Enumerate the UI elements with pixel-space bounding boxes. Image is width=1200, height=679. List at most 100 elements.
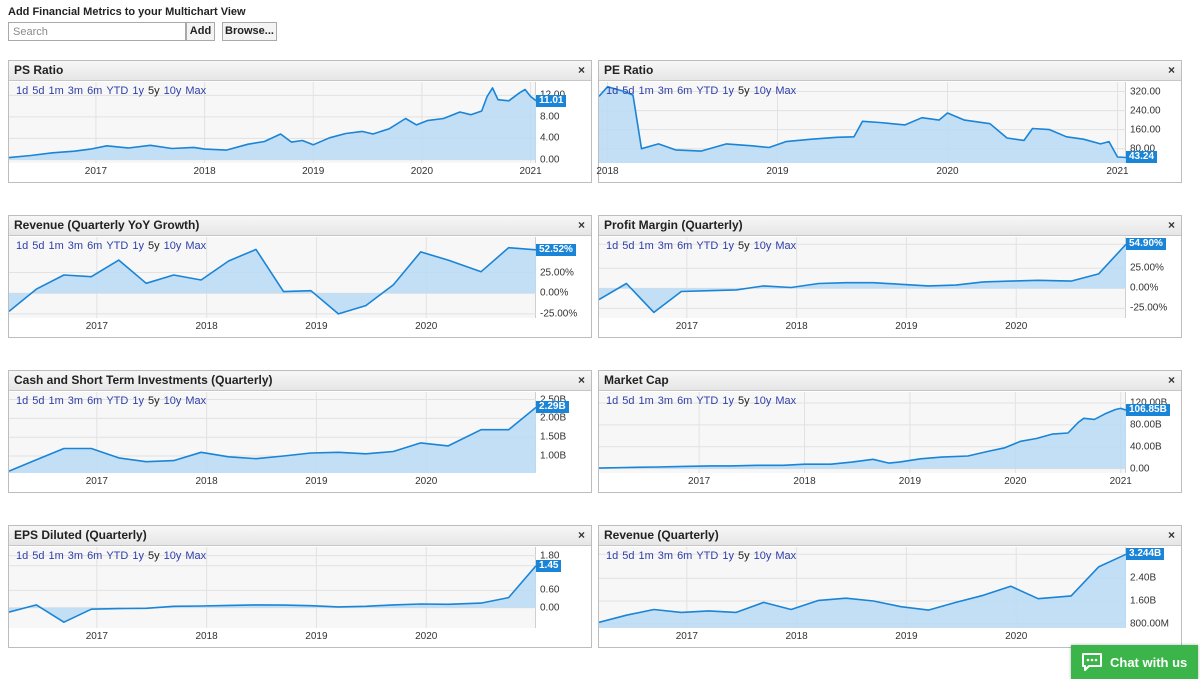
range-1m[interactable]: 1m — [638, 395, 654, 407]
range-1d[interactable]: 1d — [606, 395, 619, 407]
search-input[interactable] — [8, 22, 186, 41]
range-6m[interactable]: 6m — [677, 550, 693, 562]
range-6m[interactable]: 6m — [677, 240, 693, 252]
range-1m[interactable]: 1m — [48, 550, 64, 562]
range-ytd[interactable]: YTD — [696, 395, 719, 407]
range-6m[interactable]: 6m — [87, 550, 103, 562]
range-6m[interactable]: 6m — [677, 85, 693, 97]
data-point — [173, 606, 174, 607]
range-1y[interactable]: 1y — [722, 395, 734, 407]
range-5d[interactable]: 5d — [622, 395, 635, 407]
range-max[interactable]: Max — [775, 395, 797, 407]
range-1y[interactable]: 1y — [132, 550, 144, 562]
range-10y[interactable]: 10y — [163, 550, 182, 562]
range-6m[interactable]: 6m — [677, 395, 693, 407]
range-10y[interactable]: 10y — [163, 395, 182, 407]
x-axis: 2017 2018 2019 2020 2021 — [9, 166, 542, 180]
range-3m[interactable]: 3m — [67, 85, 84, 97]
range-ytd[interactable]: YTD — [106, 550, 129, 562]
range-5d[interactable]: 5d — [32, 550, 45, 562]
close-icon[interactable]: × — [577, 373, 585, 387]
range-max[interactable]: Max — [185, 85, 207, 97]
range-1m[interactable]: 1m — [48, 240, 64, 252]
range-3m[interactable]: 3m — [657, 85, 674, 97]
range-1y[interactable]: 1y — [722, 550, 734, 562]
range-10y[interactable]: 10y — [163, 240, 182, 252]
y-axis: 120.00B 80.00B 40.00B 0.00 — [1130, 392, 1181, 474]
range-1d[interactable]: 1d — [16, 550, 29, 562]
data-point — [681, 612, 682, 613]
range-1d[interactable]: 1d — [16, 85, 29, 97]
range-3m[interactable]: 3m — [67, 395, 84, 407]
range-max[interactable]: Max — [775, 240, 797, 252]
close-icon[interactable]: × — [1167, 63, 1175, 77]
range-5d[interactable]: 5d — [622, 85, 635, 97]
range-1m[interactable]: 1m — [48, 395, 64, 407]
range-ytd[interactable]: YTD — [696, 550, 719, 562]
range-1y[interactable]: 1y — [132, 85, 144, 97]
range-ytd[interactable]: YTD — [106, 395, 129, 407]
range-5d[interactable]: 5d — [32, 85, 45, 97]
range-5y[interactable]: 5y — [147, 240, 160, 252]
range-5d[interactable]: 5d — [32, 240, 45, 252]
range-6m[interactable]: 6m — [87, 85, 103, 97]
range-ytd[interactable]: YTD — [696, 85, 719, 97]
range-1y[interactable]: 1y — [132, 240, 144, 252]
range-1m[interactable]: 1m — [638, 85, 654, 97]
browse-button[interactable]: Browse... — [222, 22, 277, 41]
range-1y[interactable]: 1y — [722, 240, 734, 252]
range-max[interactable]: Max — [185, 550, 207, 562]
close-icon[interactable]: × — [577, 63, 585, 77]
range-5y[interactable]: 5y — [147, 395, 160, 407]
range-ytd[interactable]: YTD — [696, 240, 719, 252]
range-10y[interactable]: 10y — [753, 550, 772, 562]
range-5d[interactable]: 5d — [622, 550, 635, 562]
range-1d[interactable]: 1d — [606, 85, 619, 97]
range-1d[interactable]: 1d — [16, 240, 29, 252]
range-5d[interactable]: 5d — [32, 395, 45, 407]
range-5y[interactable]: 5y — [737, 550, 750, 562]
range-5y[interactable]: 5y — [737, 395, 750, 407]
chart-svg — [9, 237, 536, 318]
range-max[interactable]: Max — [775, 550, 797, 562]
range-3m[interactable]: 3m — [67, 550, 84, 562]
range-1d[interactable]: 1d — [606, 550, 619, 562]
range-5y[interactable]: 5y — [737, 240, 750, 252]
range-5y[interactable]: 5y — [147, 85, 160, 97]
close-icon[interactable]: × — [1167, 218, 1175, 232]
range-5y[interactable]: 5y — [737, 85, 750, 97]
range-6m[interactable]: 6m — [87, 240, 103, 252]
range-1m[interactable]: 1m — [638, 550, 654, 562]
range-10y[interactable]: 10y — [753, 395, 772, 407]
data-point — [1038, 598, 1039, 599]
range-1y[interactable]: 1y — [132, 395, 144, 407]
range-ytd[interactable]: YTD — [106, 85, 129, 97]
range-10y[interactable]: 10y — [753, 240, 772, 252]
range-max[interactable]: Max — [185, 240, 207, 252]
range-1y[interactable]: 1y — [722, 85, 734, 97]
range-3m[interactable]: 3m — [657, 240, 674, 252]
range-1m[interactable]: 1m — [638, 240, 654, 252]
close-icon[interactable]: × — [577, 218, 585, 232]
close-icon[interactable]: × — [1167, 528, 1175, 542]
range-10y[interactable]: 10y — [163, 85, 182, 97]
range-max[interactable]: Max — [185, 395, 207, 407]
range-6m[interactable]: 6m — [87, 395, 103, 407]
range-3m[interactable]: 3m — [657, 550, 674, 562]
current-value-badge: 3.244B — [1126, 548, 1165, 561]
range-ytd[interactable]: YTD — [106, 240, 129, 252]
range-5y[interactable]: 5y — [147, 550, 160, 562]
close-icon[interactable]: × — [577, 528, 585, 542]
range-1m[interactable]: 1m — [48, 85, 64, 97]
range-1d[interactable]: 1d — [606, 240, 619, 252]
range-3m[interactable]: 3m — [67, 240, 84, 252]
chat-with-us-button[interactable]: Chat with us — [1071, 645, 1198, 679]
range-10y[interactable]: 10y — [753, 85, 772, 97]
x-tick-label: 2017 — [85, 321, 108, 332]
add-button[interactable]: Add — [186, 22, 215, 41]
range-5d[interactable]: 5d — [622, 240, 635, 252]
range-3m[interactable]: 3m — [657, 395, 674, 407]
range-max[interactable]: Max — [775, 85, 797, 97]
close-icon[interactable]: × — [1167, 373, 1175, 387]
range-1d[interactable]: 1d — [16, 395, 29, 407]
